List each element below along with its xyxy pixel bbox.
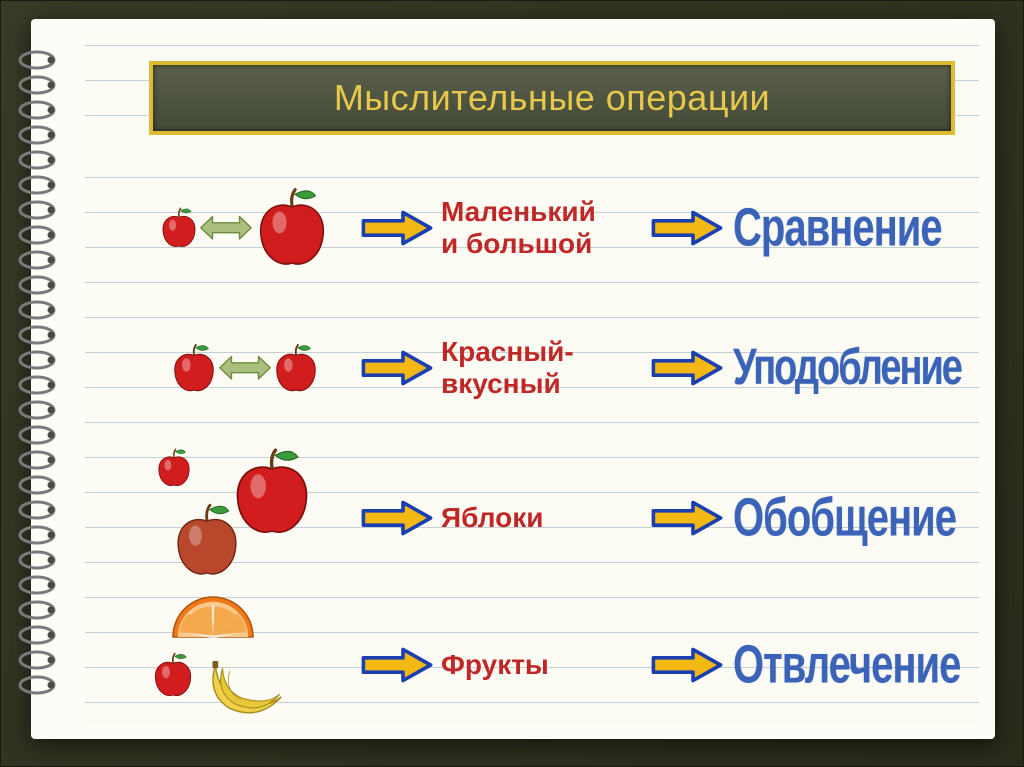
double-arrow-icon <box>218 352 272 384</box>
spiral-binding <box>17 49 61 709</box>
desc-line: Яблоки <box>441 502 543 533</box>
row-abstraction: Фрукты Отвлечение <box>125 595 969 735</box>
description-text: Маленький и большой <box>441 196 641 260</box>
slide-title: Мыслительные операции <box>334 77 770 119</box>
apple-icon <box>272 342 320 395</box>
operation-label: Обобщение <box>733 488 956 549</box>
apple-icon <box>170 342 218 395</box>
right-arrow-icon <box>647 210 727 246</box>
right-arrow-icon <box>357 210 437 246</box>
row-similarity: Красный- вкусный Уподобление <box>125 303 969 433</box>
apple-big-icon <box>253 185 331 271</box>
operation-label: Отвлечение <box>733 635 960 696</box>
row-generalization: Яблоки Обобщение <box>125 443 969 593</box>
right-arrow-icon <box>647 350 727 386</box>
description-text: Яблоки <box>441 502 641 534</box>
double-arrow-icon <box>199 212 253 244</box>
illustration-small-big <box>125 163 365 293</box>
desc-line: Маленький <box>441 196 596 227</box>
slide-frame: Мыслительные операции Мален <box>0 0 1024 767</box>
desc-line: Красный- <box>441 336 574 367</box>
desc-line: Фрукты <box>441 649 549 680</box>
right-arrow-icon <box>647 500 727 536</box>
description-text: Красный- вкусный <box>441 336 641 400</box>
apple-brown-icon <box>171 501 243 580</box>
title-bar: Мыслительные операции <box>149 61 955 135</box>
illustration-fruits <box>125 595 365 735</box>
desc-line: вкусный <box>441 368 561 399</box>
apple-small-icon <box>159 206 199 250</box>
banana-icon <box>201 651 287 716</box>
right-arrow-icon <box>357 500 437 536</box>
desc-line: и большой <box>441 228 592 259</box>
right-arrow-icon <box>647 647 727 683</box>
right-arrow-icon <box>357 647 437 683</box>
operation-label: Уподобление <box>733 339 961 397</box>
row-comparison: Маленький и большой Сравнение <box>125 163 969 293</box>
description-text: Фрукты <box>441 649 641 681</box>
illustration-two-same <box>125 303 365 433</box>
orange-slice-icon <box>165 589 261 645</box>
apple-icon <box>151 651 195 699</box>
apple-icon <box>155 447 193 489</box>
notebook: Мыслительные операции Мален <box>31 19 995 739</box>
operation-label: Сравнение <box>733 198 942 259</box>
right-arrow-icon <box>357 350 437 386</box>
paper-area: Мыслительные операции Мален <box>85 33 979 725</box>
illustration-apples <box>125 443 365 593</box>
